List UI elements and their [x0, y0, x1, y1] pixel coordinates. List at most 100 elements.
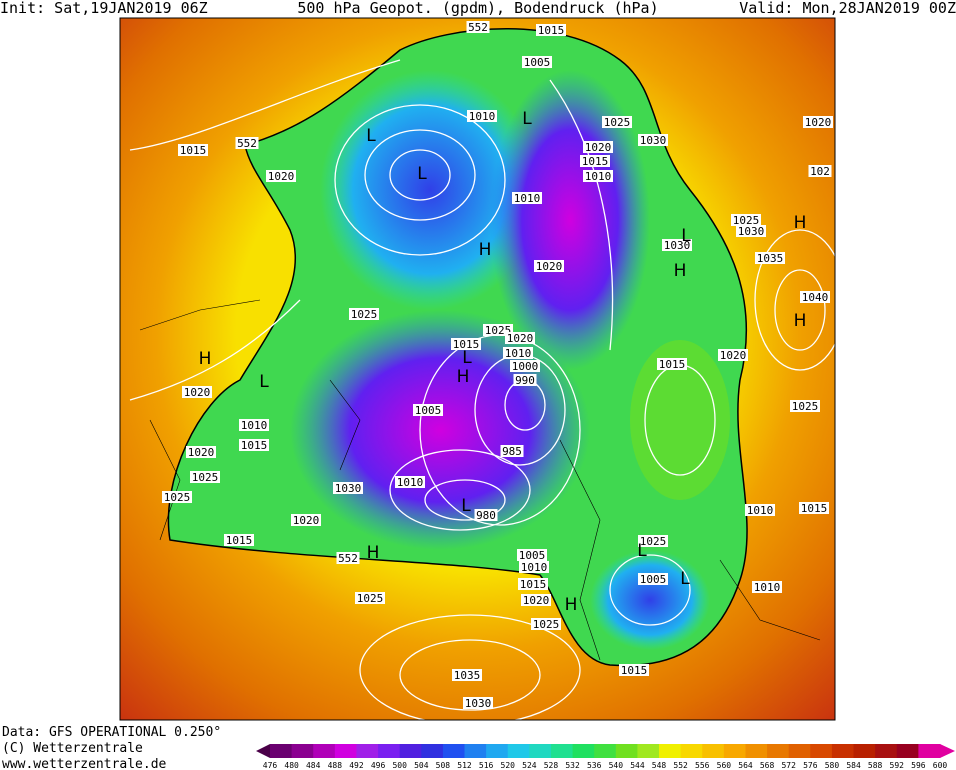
colorbar-swatch	[615, 744, 638, 758]
isobar-label-bg	[583, 170, 613, 182]
isobar-label-bg	[178, 144, 208, 156]
colorbar-swatch	[486, 744, 509, 758]
isobar-label-bg	[291, 514, 321, 526]
isobar-label-bg	[755, 252, 785, 264]
colorbar-swatch	[767, 744, 790, 758]
isobar-label-bg	[580, 155, 610, 167]
isobar-label: 1000	[512, 360, 539, 373]
colorbar-label: 512	[457, 761, 472, 770]
isobar-label: 985	[502, 445, 522, 458]
colorbar-swatch	[702, 744, 725, 758]
isobar-label-bg	[467, 110, 497, 122]
colorbar-swatch	[896, 744, 919, 758]
colorbar-swatch	[680, 744, 703, 758]
isobar-label-bg	[800, 291, 830, 303]
colorbar-swatch	[875, 744, 898, 758]
isobar-label: 1030	[738, 225, 765, 238]
isobar-label: 1015	[659, 358, 686, 371]
isobar-label: 1015	[226, 534, 253, 547]
colorbar-swatch	[550, 744, 574, 758]
pressure-center: L	[681, 226, 691, 246]
isobar-label: 1020	[536, 260, 563, 273]
colorbar-label: 488	[328, 761, 343, 770]
colorbar-swatch	[334, 744, 357, 758]
colorbar-swatch	[659, 744, 682, 758]
map	[120, 18, 846, 726]
isobar-label-bg	[638, 535, 668, 547]
isobar-label-bg	[521, 594, 551, 606]
colorbar-swatch	[464, 744, 487, 758]
data-source: Data: GFS OPERATIONAL 0.250°	[2, 725, 221, 740]
isobar-label: 1020	[268, 170, 295, 183]
isobar-label: 1035	[454, 669, 481, 682]
trough	[590, 550, 710, 650]
pressure-center: H	[674, 261, 687, 281]
colorbar-label: 508	[436, 761, 451, 770]
isobar-label: 1005	[640, 573, 667, 586]
colorbar-label: 528	[544, 761, 559, 770]
colorbar-label: 500	[392, 761, 407, 770]
pressure-center: L	[522, 109, 532, 129]
isobar-label: 1025	[351, 308, 378, 321]
isobar-label: 1030	[465, 697, 492, 710]
isobar-label: 1015	[801, 502, 828, 515]
pressure-center: H	[457, 367, 470, 387]
isobar-label-bg	[463, 697, 493, 709]
pressure-center: L	[461, 496, 471, 516]
pressure-center: L	[259, 372, 269, 392]
pressure-center: L	[417, 164, 427, 184]
isobar-label: 1010	[754, 581, 781, 594]
isobar-label: 552	[338, 552, 358, 565]
isobar-label: 552	[237, 137, 257, 150]
isobar-label-bg	[790, 400, 820, 412]
isobar-label-bg	[266, 170, 296, 182]
isobar-label: 1020	[585, 141, 612, 154]
isobar-label-bg	[752, 581, 782, 593]
isobar-label: 1025	[640, 535, 667, 548]
pressure-center: H	[794, 213, 807, 233]
colorbar-label: 588	[868, 761, 883, 770]
isobar-label: 1020	[523, 594, 550, 607]
isobar-label-bg	[517, 549, 547, 561]
isobar-label: 1025	[533, 618, 560, 631]
colorbar-swatch	[788, 744, 811, 758]
colorbar-swatch	[810, 744, 833, 758]
isobar-label: 1015	[538, 24, 565, 37]
pressure-center: H	[565, 595, 578, 615]
isobar-label: 1025	[357, 592, 384, 605]
isobar-label-bg	[162, 491, 192, 503]
colorbar-label: 560	[717, 761, 732, 770]
isobar-label: 1010	[585, 170, 612, 183]
isobar-label-bg	[182, 386, 212, 398]
isobar-label: 1020	[507, 332, 534, 345]
isobar-label: 1005	[524, 56, 551, 69]
isobar-label: 1030	[640, 134, 667, 147]
colorbar-label: 576	[803, 761, 818, 770]
isobar-label-bg	[186, 446, 216, 458]
colorbar-swatch	[356, 744, 379, 758]
isobar-label: 1005	[519, 549, 546, 562]
isobar-label: 1010	[505, 347, 532, 360]
colorbar-label: 592	[890, 761, 905, 770]
isobar-label: 1025	[164, 491, 191, 504]
colorbar-label: 556	[695, 761, 710, 770]
isobar-label: 102	[810, 165, 830, 178]
pressure-center: L	[366, 126, 376, 146]
isobar-label-bg	[602, 116, 632, 128]
isobar-label: 1010	[469, 110, 496, 123]
colorbar-swatch	[853, 744, 876, 758]
isobar-label-bg	[731, 214, 761, 226]
isobar-label: 1010	[747, 504, 774, 517]
isobar-label: 1025	[192, 471, 219, 484]
isobar-label-bg	[474, 509, 498, 521]
isobar-label: 1015	[241, 439, 268, 452]
isobar-label-bg	[736, 225, 766, 237]
isobar-label-bg	[638, 573, 668, 585]
isobar-label-bg	[518, 578, 548, 590]
isobar-label: 1010	[397, 476, 424, 489]
isobar-label: 1030	[335, 482, 362, 495]
colorbar-label: 484	[306, 761, 321, 770]
colorbar-swatch	[529, 744, 552, 758]
colorbar-swatch	[594, 744, 617, 758]
colorbar-swatch	[399, 744, 422, 758]
